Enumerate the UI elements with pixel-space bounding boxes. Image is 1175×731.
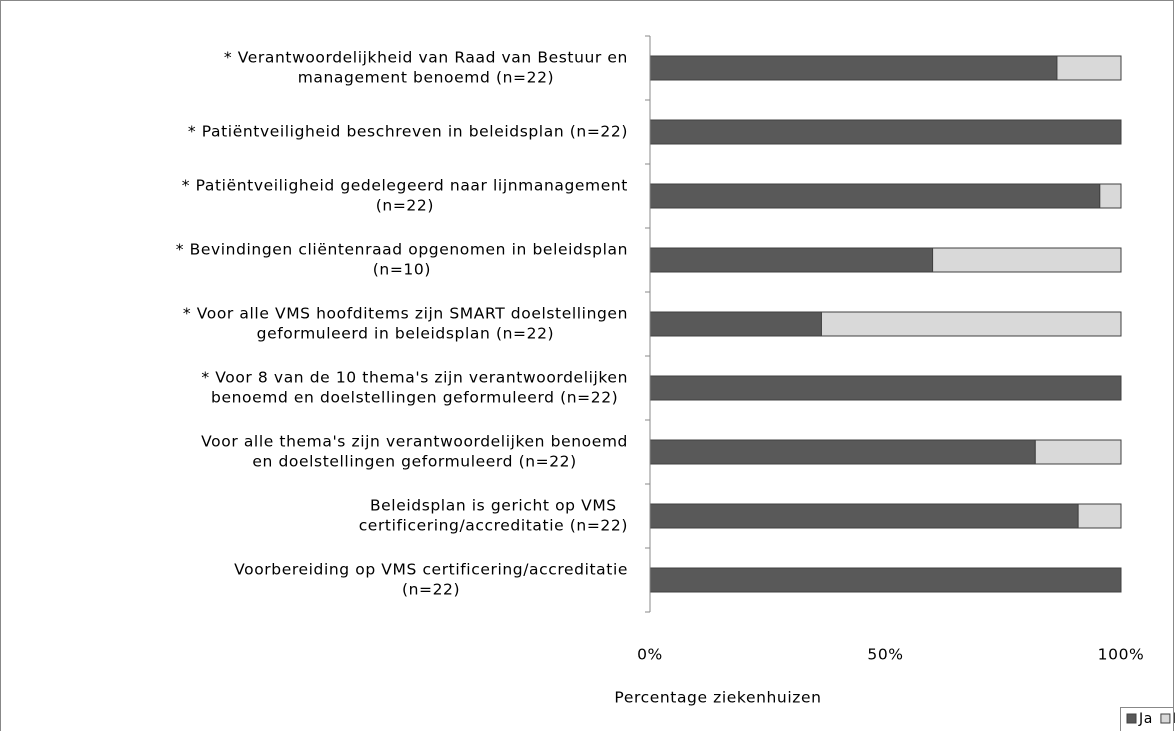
bar-segment (649, 247, 934, 273)
category-label-line: en doelstellingen geformuleerd (n=22) (252, 453, 576, 471)
legend-swatch (1160, 713, 1171, 724)
category-label-line: Voorbereiding op VMS certificering/accre… (234, 561, 628, 579)
x-tick-label: 100% (1098, 646, 1145, 664)
x-tick-label: 50% (867, 646, 903, 664)
bar-segment (932, 247, 1122, 273)
category-label-line: Voor alle thema's zijn verantwoordelijke… (201, 433, 628, 451)
category-label-line: * Voor alle VMS hoofditems zijn SMART do… (183, 305, 628, 323)
category-label-line: * Patiëntveiligheid beschreven in beleid… (188, 123, 628, 141)
category-label-line: * Verantwoordelijkheid van Raad van Best… (224, 49, 628, 67)
category-label-line: (n=10) (373, 261, 431, 279)
category-label-line: benoemd en doelstellingen geformuleerd (… (211, 389, 618, 407)
category-label-line: (n=22) (376, 197, 434, 215)
bar-segment (649, 55, 1058, 81)
legend-box (1120, 707, 1174, 731)
category-label: * Voor 8 van de 10 thema's zijn verantwo… (201, 369, 628, 407)
category-label: Beleidsplan is gericht op VMS certificeri… (359, 497, 628, 535)
category-label-line: * Bevindingen cliëntenraad opgenomen in … (176, 241, 628, 259)
bar-segment (649, 311, 822, 337)
legend-label: Nee (1173, 711, 1175, 727)
x-axis-label: Percentage ziekenhuizen (614, 689, 821, 707)
category-label: * Patiëntveiligheid beschreven in beleid… (188, 123, 628, 141)
category-label-line: Beleidsplan is gericht op VMS (370, 497, 617, 515)
bar-segment (820, 311, 1122, 337)
legend-label: Ja (1138, 711, 1153, 727)
x-tick-label: 0% (637, 646, 663, 664)
bar-segment (1077, 503, 1122, 529)
bar-segment (1056, 55, 1122, 81)
category-label-line: management benoemd (n=22) (298, 69, 554, 87)
category-label-line: (n=22) (402, 581, 460, 599)
category-label: * Verantwoordelijkheid van Raad van Best… (224, 49, 628, 87)
legend: Ja Nee (1120, 707, 1175, 731)
category-label: Voorbereiding op VMS certificering/accre… (234, 561, 628, 599)
category-label-line: * Patiëntveiligheid gedelegeerd naar lij… (182, 177, 628, 195)
category-label: Voor alle thema's zijn verantwoordelijke… (201, 433, 628, 471)
category-label-line: geformuleerd in beleidsplan (n=22) (257, 325, 555, 343)
bar-segment (649, 567, 1122, 593)
category-label: * Patiëntveiligheid gedelegeerd naar lij… (182, 177, 628, 215)
bar-segment (649, 119, 1122, 145)
bar-segment (649, 375, 1122, 401)
category-label: * Voor alle VMS hoofditems zijn SMART do… (183, 305, 628, 343)
category-label: * Bevindingen cliëntenraad opgenomen in … (176, 241, 628, 279)
bar-segment (1099, 183, 1122, 209)
category-label-line: certificering/accreditatie (n=22) (359, 517, 628, 535)
legend-swatch (1126, 713, 1137, 724)
bar-segment (649, 439, 1036, 465)
category-label-line: * Voor 8 van de 10 thema's zijn verantwo… (201, 369, 628, 387)
bar-segment (649, 503, 1079, 529)
bar-segment (649, 183, 1101, 209)
bar-segment (1034, 439, 1122, 465)
